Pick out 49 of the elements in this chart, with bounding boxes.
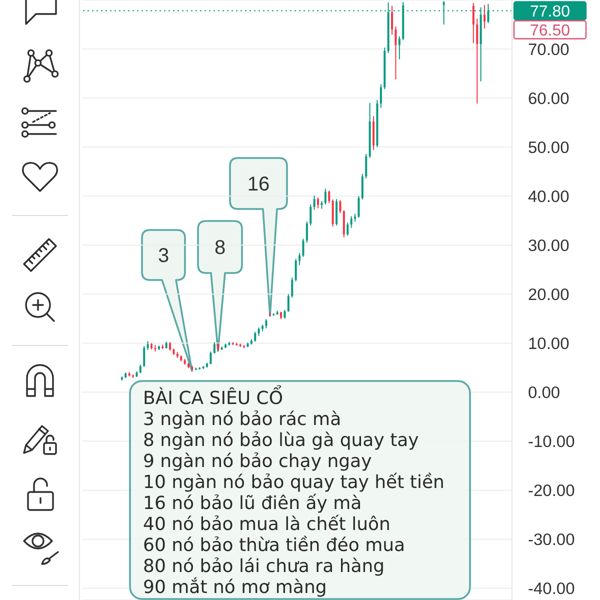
candlestick	[336, 198, 338, 226]
annotation: 16	[247, 174, 270, 196]
candlestick	[380, 84, 382, 108]
candlestick	[484, 4, 486, 29]
candlestick	[394, 26, 397, 80]
candlestick	[332, 199, 334, 227]
y-tick-label: 0.00	[528, 384, 560, 402]
candlestick	[350, 216, 352, 228]
y-tick-label: 70.00	[528, 40, 570, 59]
candlestick	[298, 252, 301, 266]
candlestick	[365, 153, 368, 179]
candlestick	[346, 222, 349, 236]
y-tick-label: -10.00	[528, 433, 575, 452]
candlestick	[213, 342, 216, 354]
y-tick-label: 20.00	[528, 286, 570, 304]
candlestick	[472, 2, 474, 44]
candlestick	[339, 200, 342, 214]
candlestick	[317, 197, 320, 209]
y-tick-label: -20.00	[528, 482, 575, 500]
y-tick-label: 60.00	[528, 90, 570, 108]
y-tick-label: -30.00	[528, 531, 575, 550]
y-tick-label: -40.00	[528, 580, 575, 598]
annotation: 8	[214, 237, 226, 259]
candlestick	[254, 331, 256, 342]
text: 76.50	[530, 22, 570, 40]
candlestick	[310, 204, 312, 226]
y-tick-label: 50.00	[528, 138, 570, 157]
candlestick	[313, 195, 316, 210]
annotation: 3	[158, 245, 170, 267]
candlestick	[287, 294, 290, 312]
candlestick	[265, 318, 268, 329]
candlestick	[210, 350, 212, 365]
candlestick	[306, 221, 308, 244]
candlestick	[398, 36, 400, 60]
candlestick	[324, 188, 326, 205]
candlestick	[328, 190, 330, 204]
y-tick-label: 30.00	[528, 236, 570, 255]
candlestick	[291, 276, 294, 298]
candlestick	[361, 174, 364, 200]
candlestick	[391, 5, 394, 36]
y-tick-label: 10.00	[528, 334, 570, 353]
y-tick-label: 40.00	[528, 188, 570, 206]
ref-line-label: 77.80	[530, 3, 570, 20]
candlestick	[358, 196, 360, 218]
candlestick	[342, 210, 345, 238]
candlestick	[143, 346, 146, 368]
candlestick	[302, 238, 304, 258]
candlestick	[476, 18, 478, 104]
candlestick	[294, 258, 297, 282]
